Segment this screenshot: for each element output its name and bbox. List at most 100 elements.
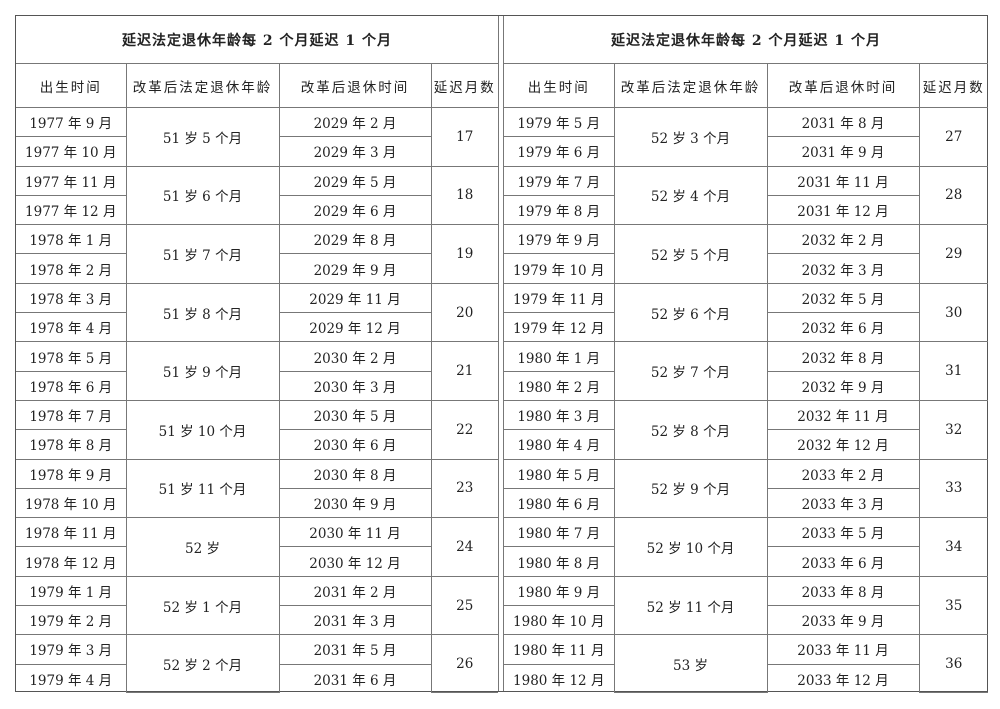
table-row: 1979 年 11 月 52 岁 6 个月 2032 年 5 月 30: [504, 282, 989, 343]
birth-time: 1978 年 7 月: [16, 399, 127, 431]
retirement-time: 2030 年 12 月: [278, 546, 431, 577]
delay-months: 26: [430, 634, 499, 694]
retirement-age: 51 岁 11 个月: [125, 458, 280, 519]
delay-months: 32: [918, 399, 989, 460]
table-row: 1978 年 8 月 2030 年 6 月: [16, 429, 498, 460]
retirement-time: 2033 年 5 月: [766, 517, 920, 548]
table-row: 1978 年 9 月 51 岁 11 个月 2030 年 8 月 23: [16, 458, 499, 519]
birth-time: 1978 年 11 月: [16, 517, 127, 548]
table-title: 延迟法定退休年龄每 2 个月延迟 1 个月: [504, 16, 989, 64]
column-header: 出生时间: [504, 63, 615, 108]
retirement-time: 2033 年 2 月: [766, 458, 920, 489]
birth-time: 1980 年 11 月: [504, 634, 615, 665]
table-row: 1979 年 4 月 2031 年 6 月: [16, 663, 498, 693]
table-row: 1979 年 8 月 2031 年 12 月: [504, 194, 988, 226]
birth-time: 1980 年 3 月: [504, 399, 615, 431]
table-row: 1980 年 5 月 52 岁 9 个月 2033 年 2 月 33: [504, 458, 989, 519]
delay-months: 33: [918, 458, 989, 519]
delay-months: 30: [918, 282, 989, 343]
table-row: 1979 年 9 月 52 岁 5 个月 2032 年 2 月 29: [504, 224, 989, 284]
table-row: 1979 年 7 月 52 岁 4 个月 2031 年 11 月 28: [504, 165, 989, 226]
table-row: 1978 年 5 月 51 岁 9 个月 2030 年 2 月 21: [16, 341, 499, 401]
birth-time: 1979 年 10 月: [504, 253, 615, 284]
retirement-table: 延迟法定退休年龄每 2 个月延迟 1 个月 出生时间 改革后法定退休年龄 改革后退休时…: [16, 16, 499, 694]
column-header: 出生时间: [16, 63, 127, 108]
column-header: 改革后法定退休年龄: [613, 63, 768, 108]
retirement-age: 52 岁 4 个月: [613, 165, 768, 226]
retirement-time: 2030 年 2 月: [278, 341, 432, 372]
retirement-table: 延迟法定退休年龄每 2 个月延迟 1 个月 出生时间 改革后法定退休年龄 改革后退休时…: [504, 16, 989, 694]
retirement-time: 2029 年 11 月: [278, 282, 432, 314]
table-row: 1978 年 10 月 2030 年 9 月: [16, 487, 498, 519]
retirement-time: 2032 年 8 月: [766, 341, 920, 372]
retirement-age: 51 岁 8 个月: [125, 282, 280, 343]
birth-time: 1978 年 3 月: [16, 282, 127, 314]
delay-months: 28: [918, 165, 989, 226]
birth-time: 1979 年 1 月: [16, 575, 127, 607]
birth-time: 1979 年 7 月: [504, 165, 615, 196]
table-row: 1980 年 1 月 52 岁 7 个月 2032 年 8 月 31: [504, 341, 989, 401]
table-row: 1978 年 3 月 51 岁 8 个月 2029 年 11 月 20: [16, 282, 499, 343]
delay-months: 25: [430, 575, 499, 636]
retirement-time: 2032 年 11 月: [766, 399, 920, 431]
retirement-time: 2033 年 6 月: [766, 546, 919, 577]
birth-time: 1978 年 1 月: [16, 224, 127, 255]
retirement-age: 53 岁: [613, 634, 768, 694]
birth-time: 1979 年 8 月: [504, 194, 615, 226]
table-row: 1978 年 4 月 2029 年 12 月: [16, 312, 498, 343]
retirement-time: 2031 年 8 月: [766, 106, 920, 138]
retirement-time: 2029 年 3 月: [278, 136, 431, 167]
delay-months: 19: [430, 224, 499, 284]
table-row: 1980 年 8 月 2033 年 6 月: [504, 546, 988, 577]
retirement-age: 51 岁 5 个月: [125, 107, 280, 167]
retirement-time: 2030 年 9 月: [278, 487, 431, 519]
birth-time: 1979 年 5 月: [504, 106, 615, 138]
table-row: 1980 年 4 月 2032 年 12 月: [504, 429, 988, 460]
birth-time: 1979 年 12 月: [504, 312, 615, 343]
retirement-time: 2030 年 11 月: [278, 517, 432, 548]
retirement-time: 2029 年 2 月: [278, 106, 432, 138]
retirement-age: 51 岁 6 个月: [125, 165, 280, 226]
retirement-time: 2033 年 9 月: [766, 605, 919, 636]
retirement-age: 52 岁 8 个月: [613, 399, 768, 460]
retirement-age: 52 岁 7 个月: [613, 341, 768, 401]
retirement-age: 52 岁: [125, 517, 280, 577]
delay-months: 20: [430, 282, 499, 343]
retirement-time: 2031 年 2 月: [278, 575, 432, 607]
retirement-age: 52 岁 10 个月: [613, 517, 768, 577]
table-row: 1980 年 11 月 53 岁 2033 年 11 月 36: [504, 634, 989, 694]
retirement-time: 2032 年 2 月: [766, 224, 920, 255]
birth-time: 1980 年 5 月: [504, 458, 615, 489]
table-row: 1978 年 6 月 2030 年 3 月: [16, 370, 498, 401]
table-right: 延迟法定退休年龄每 2 个月延迟 1 个月 出生时间 改革后法定退休年龄 改革后退休时…: [503, 16, 989, 694]
table-row: 1978 年 2 月 2029 年 9 月: [16, 253, 498, 284]
table-row: 1979 年 12 月 2032 年 6 月: [504, 312, 988, 343]
retirement-age: 52 岁 9 个月: [613, 458, 768, 519]
birth-time: 1977 年 10 月: [16, 136, 127, 167]
delay-months: 18: [430, 165, 499, 226]
birth-time: 1978 年 9 月: [16, 458, 127, 489]
column-header: 改革后退休时间: [766, 63, 920, 108]
retirement-time: 2030 年 5 月: [278, 399, 432, 431]
birth-time: 1977 年 12 月: [16, 194, 127, 226]
retirement-time: 2029 年 12 月: [278, 312, 431, 343]
retirement-time: 2031 年 11 月: [766, 165, 920, 196]
delay-months: 34: [918, 517, 989, 577]
birth-time: 1980 年 9 月: [504, 575, 615, 607]
table-row: 1978 年 12 月 2030 年 12 月: [16, 546, 498, 577]
birth-time: 1980 年 1 月: [504, 341, 615, 372]
table-row: 1979 年 2 月 2031 年 3 月: [16, 605, 498, 636]
table-row: 1980 年 12 月 2033 年 12 月: [504, 663, 988, 693]
column-header: 改革后退休时间: [278, 63, 432, 108]
birth-time: 1980 年 12 月: [504, 663, 615, 693]
retirement-time: 2031 年 5 月: [278, 634, 432, 665]
retirement-time: 2033 年 11 月: [766, 634, 920, 665]
retirement-age: 52 岁 5 个月: [613, 224, 768, 284]
retirement-age: 52 岁 1 个月: [125, 575, 280, 636]
column-header: 改革后法定退休年龄: [125, 63, 280, 108]
retirement-time: 2029 年 6 月: [278, 194, 431, 226]
table-row: 1980 年 3 月 52 岁 8 个月 2032 年 11 月 32: [504, 399, 989, 460]
table-row: 1978 年 11 月 52 岁 2030 年 11 月 24: [16, 517, 499, 577]
birth-time: 1978 年 10 月: [16, 487, 127, 519]
retirement-time: 2031 年 6 月: [278, 663, 431, 693]
